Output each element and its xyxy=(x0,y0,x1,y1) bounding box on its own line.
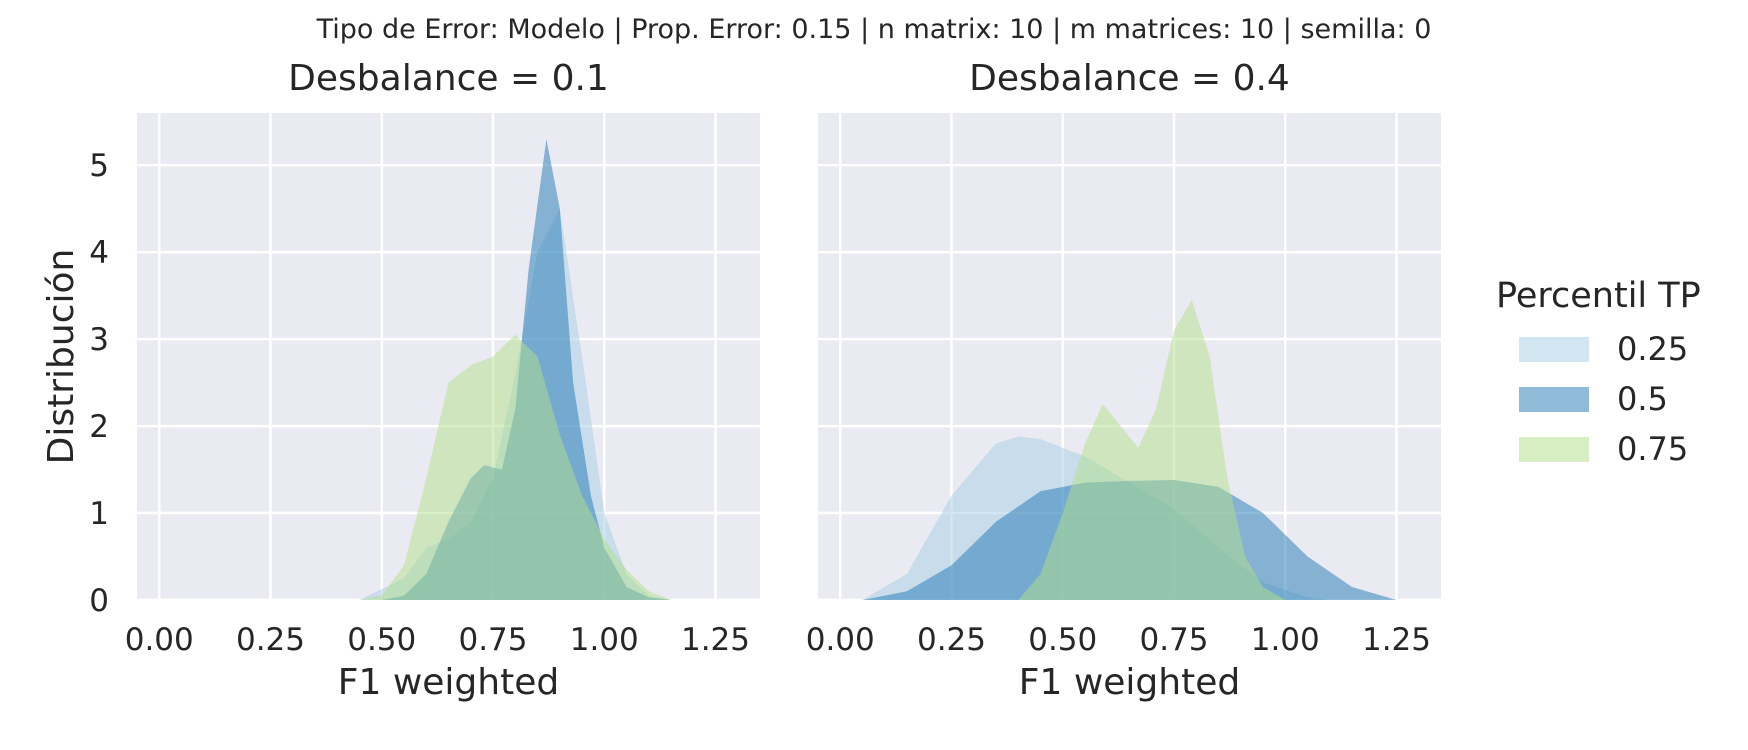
x-axis-label: F1 weighted xyxy=(338,662,559,703)
legend-label-0.25: 0.25 xyxy=(1617,330,1688,368)
figure-suptitle: Tipo de Error: Modelo | Prop. Error: 0.1… xyxy=(316,14,1432,45)
legend-label-0.5: 0.5 xyxy=(1617,380,1668,418)
x-tick-label: 0.50 xyxy=(347,622,416,658)
subplot-1: 0.00 0.25 0.50 0.75 1.00 1.25 0 1 2 3 4 5 Desbalance… xyxy=(41,58,760,703)
subplot-panels: 0.00 0.25 0.50 0.75 1.00 1.25 0 1 2 3 4 5 Desbalance… xyxy=(41,58,1441,703)
subplot-2: 0.00 0.25 0.50 0.75 1.00 1.25 Desbalance = 0.4… xyxy=(806,58,1441,703)
y-tick-label: 2 xyxy=(89,409,109,445)
x-tick-label: 1.25 xyxy=(1362,622,1431,658)
density-area-0.75 xyxy=(1018,300,1286,600)
subplot-title: Desbalance = 0.4 xyxy=(969,58,1290,99)
x-tick-label: 0.75 xyxy=(1139,622,1208,658)
legend-title: Percentil TP xyxy=(1496,276,1701,316)
x-tick-label: 0.00 xyxy=(125,622,194,658)
x-tick-label: 0.50 xyxy=(1028,622,1097,658)
x-tick-label: 1.25 xyxy=(681,622,750,658)
x-tick-label: 1.00 xyxy=(570,622,639,658)
legend: Percentil TP 0.25 0.5 0.75 xyxy=(1496,276,1701,468)
x-tick-label: 1.00 xyxy=(1251,622,1320,658)
y-tick-label: 5 xyxy=(89,148,109,184)
x-tick-label: 0.75 xyxy=(458,622,527,658)
density-area-0.75 xyxy=(359,334,671,600)
legend-swatch-0.75 xyxy=(1519,437,1589,462)
subplot-title: Desbalance = 0.1 xyxy=(288,58,609,99)
y-axis-label: Distribución xyxy=(41,249,82,465)
y-tick-label: 0 xyxy=(89,583,109,619)
y-tick-label: 4 xyxy=(89,235,109,271)
legend-label-0.75: 0.75 xyxy=(1617,430,1688,468)
x-tick-label: 0.25 xyxy=(917,622,986,658)
x-tick-label: 0.25 xyxy=(236,622,305,658)
x-tick-label: 0.00 xyxy=(806,622,875,658)
y-tick-label: 1 xyxy=(89,496,109,532)
legend-swatch-0.25 xyxy=(1519,337,1589,362)
y-tick-label: 3 xyxy=(89,322,109,358)
legend-items: 0.25 0.5 0.75 xyxy=(1519,330,1688,468)
legend-swatch-0.5 xyxy=(1519,387,1589,412)
x-axis-label: F1 weighted xyxy=(1019,662,1240,703)
